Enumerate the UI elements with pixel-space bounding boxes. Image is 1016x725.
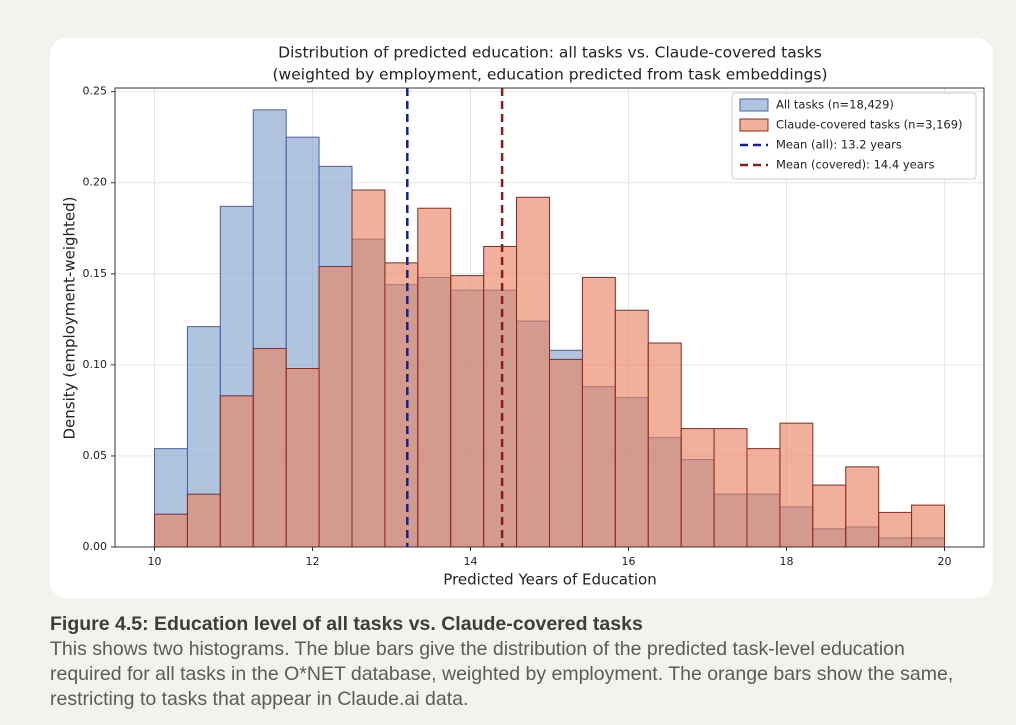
legend-label: All tasks (n=18,429)	[776, 98, 894, 112]
plot-frame	[114, 87, 985, 548]
x-tick-label: 20	[938, 555, 952, 568]
histogram-bar	[252, 347, 287, 548]
histogram-bar	[384, 262, 419, 548]
histogram-bar	[417, 207, 452, 548]
caption-text: This shows two histograms. The blue bars…	[50, 638, 954, 710]
histogram-bar	[812, 484, 847, 548]
caption-title: Figure 4.5: Education level of all tasks…	[50, 613, 643, 635]
chart-title: Distribution of predicted education: all…	[278, 44, 822, 62]
histogram-bar	[351, 189, 386, 548]
histogram-bar	[713, 428, 748, 548]
chart-subtitle: (weighted by employment, education predi…	[273, 66, 828, 84]
x-tick-label: 10	[148, 555, 162, 568]
histogram-bar	[911, 504, 946, 548]
y-tick-label: 0.10	[83, 358, 108, 371]
y-tick-label: 0.00	[83, 540, 108, 553]
histogram-bar	[318, 266, 353, 548]
histogram-bar	[746, 448, 781, 548]
histogram-bar	[186, 493, 221, 548]
y-tick-label: 0.15	[83, 267, 108, 280]
legend-swatch	[739, 98, 769, 112]
histogram-bar	[549, 358, 583, 548]
histogram-bar	[581, 276, 616, 548]
histogram-bar	[483, 245, 518, 548]
histogram-bar	[779, 422, 814, 548]
histogram-bar	[450, 275, 485, 548]
legend-box	[731, 92, 977, 180]
chart: Distribution of predicted education: all…	[61, 44, 985, 589]
y-tick-label: 0.25	[83, 85, 108, 98]
legend-label: Mean (covered): 14.4 years	[776, 158, 935, 172]
histogram-bar	[647, 342, 682, 548]
histogram-bar	[219, 395, 254, 548]
histogram-bar	[285, 368, 320, 548]
y-tick-label: 0.05	[83, 449, 108, 462]
x-tick-label: 18	[780, 555, 794, 568]
legend-label: Claude-covered tasks (n=3,169)	[776, 118, 963, 132]
histogram-bar	[614, 309, 649, 548]
y-tick-label: 0.20	[83, 176, 108, 189]
y-axis-label: Density (employment-weighted)	[61, 196, 79, 439]
x-axis-label: Predicted Years of Education	[443, 571, 656, 589]
histogram-bar	[878, 511, 913, 548]
histogram-bar	[845, 466, 880, 548]
x-tick-label: 16	[622, 555, 636, 568]
histogram-bar	[516, 196, 551, 548]
figure-caption: Figure 4.5: Education level of all tasks…	[50, 612, 980, 712]
histogram-bar	[154, 513, 188, 548]
x-tick-label: 14	[464, 555, 478, 568]
legend-label: Mean (all): 13.2 years	[776, 138, 902, 152]
x-tick-label: 12	[306, 555, 320, 568]
legend-swatch	[739, 118, 769, 132]
histogram-bar	[680, 428, 715, 548]
